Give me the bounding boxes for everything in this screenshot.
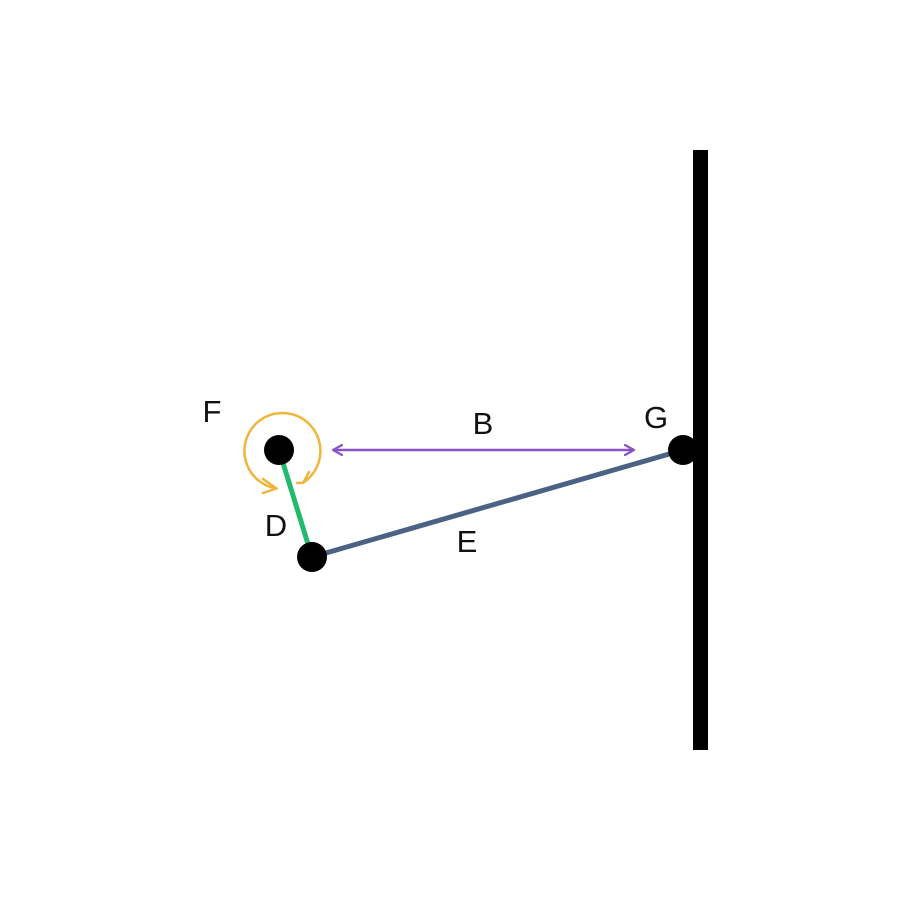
rotation-arrowhead-left xyxy=(261,477,278,495)
label-g: G xyxy=(644,400,668,435)
rotation-arrowhead-right xyxy=(295,470,311,485)
label-b: B xyxy=(473,406,494,441)
slider-joint xyxy=(668,435,698,465)
circular-arrow-icon xyxy=(243,411,322,490)
rotation-arrow-f xyxy=(243,411,322,495)
connecting-rod-e xyxy=(309,447,686,560)
slider-guide-wall xyxy=(693,150,708,750)
label-f: F xyxy=(203,394,222,429)
crank-d xyxy=(276,447,315,560)
label-e: E xyxy=(457,524,478,559)
label-d: D xyxy=(265,508,287,543)
crank-rod-joint xyxy=(297,542,327,572)
crank-pivot-joint xyxy=(264,435,294,465)
